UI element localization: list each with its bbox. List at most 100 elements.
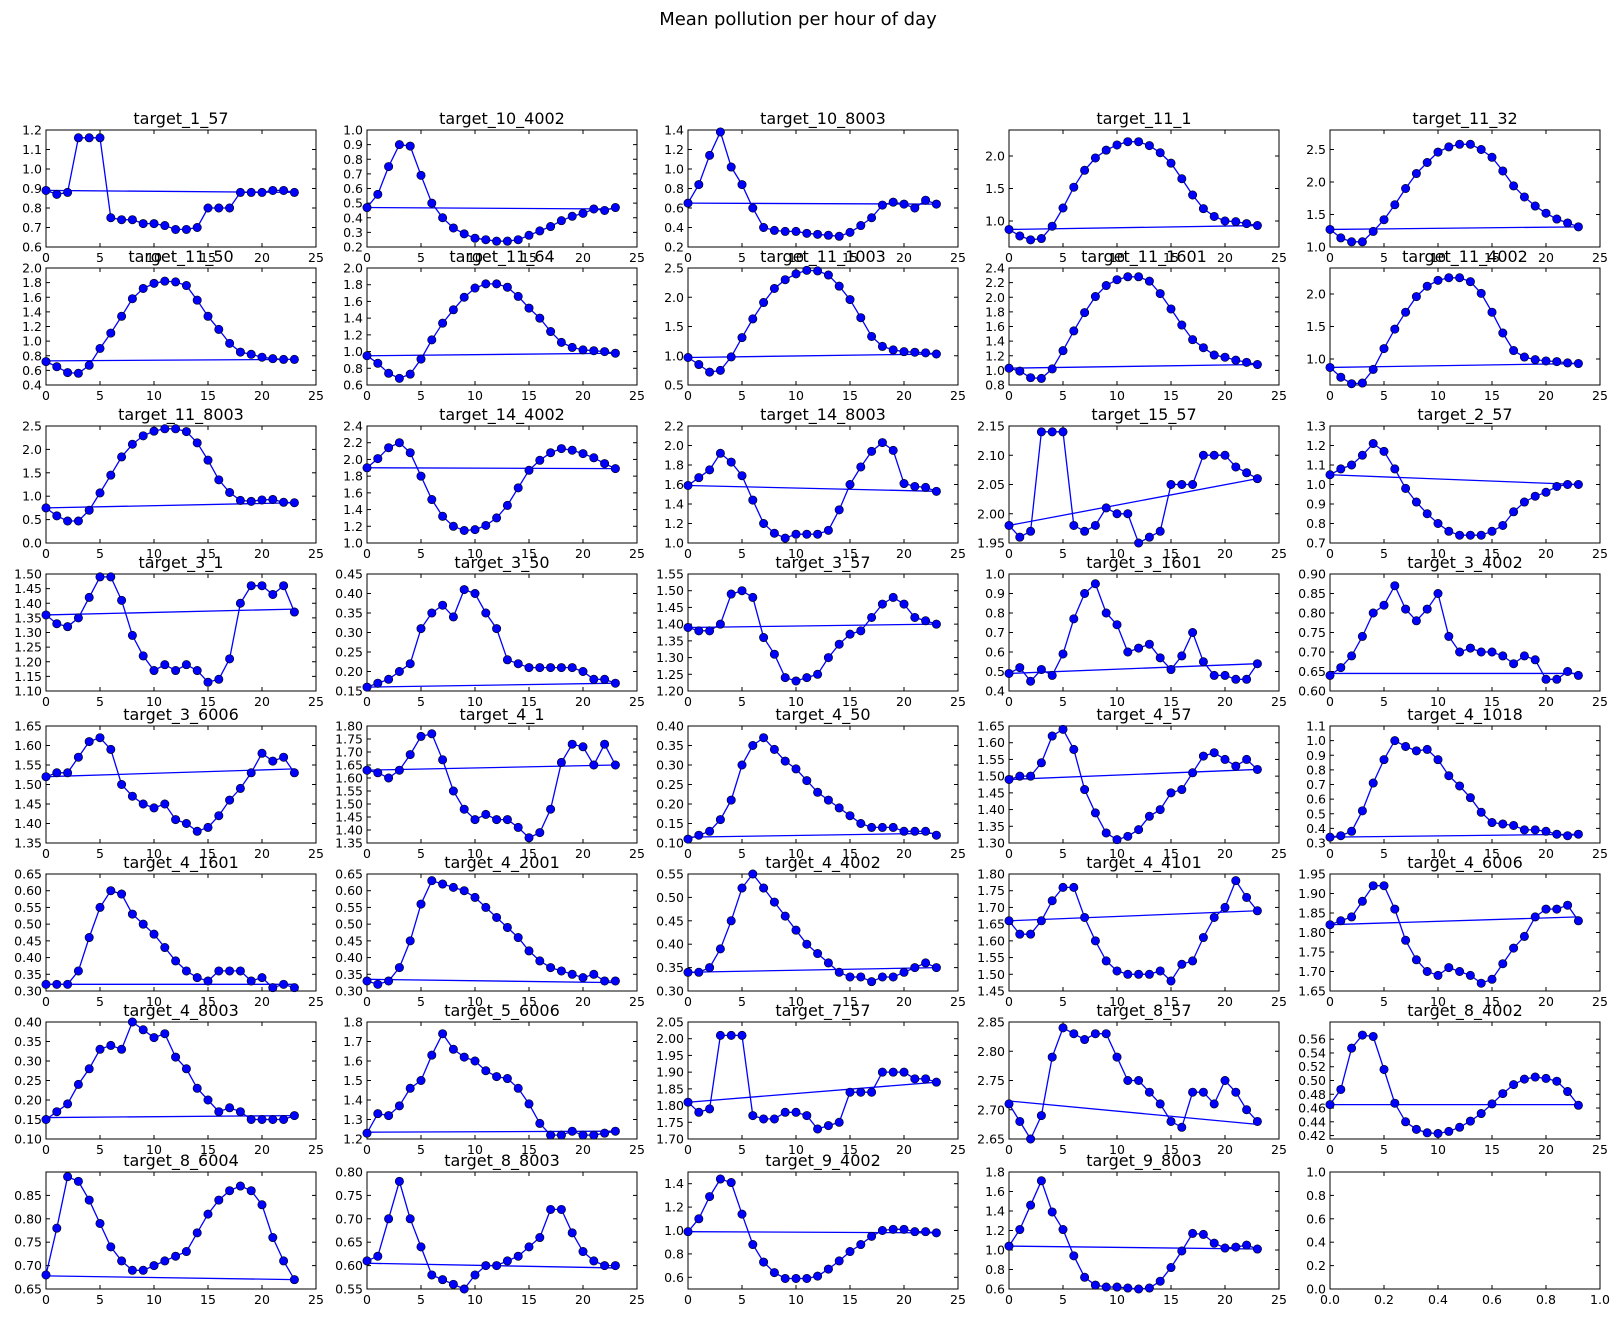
data-point (1112, 835, 1122, 845)
data-point (470, 892, 480, 902)
x-tick-label: 20 (1538, 250, 1554, 265)
x-tick-label: 5 (1380, 546, 1388, 561)
data-point (1090, 520, 1100, 530)
data-point (867, 822, 877, 832)
data-point (867, 213, 877, 223)
data-point (1134, 1076, 1144, 1086)
data-point (279, 185, 289, 195)
data-point (726, 795, 736, 805)
data-point (823, 1264, 833, 1274)
data-point (362, 1256, 372, 1266)
plot-frame (1008, 873, 1280, 992)
y-tick-label: 0.8 (22, 201, 42, 216)
x-tick-label: 10 (467, 388, 483, 403)
data-point (73, 752, 83, 762)
data-point (1487, 1099, 1497, 1109)
y-tick-label: 1.80 (335, 719, 363, 734)
subplot-title: target_11_64 (449, 247, 554, 267)
figure-title: Mean pollution per hour of day (659, 9, 937, 30)
data-point (149, 666, 159, 676)
data-point (492, 815, 502, 825)
plot-frame (1329, 1171, 1601, 1290)
data-point (1509, 943, 1519, 953)
data-point (791, 269, 801, 279)
data-point (63, 516, 73, 526)
y-tick-label: 2.10 (977, 448, 1005, 463)
data-point (567, 739, 577, 749)
data-point (225, 487, 235, 497)
data-point (600, 1261, 610, 1271)
y-tick-label: 2.0 (1306, 287, 1326, 302)
data-point (1242, 674, 1252, 684)
data-point (416, 1076, 426, 1086)
y-tick-label: 1.55 (656, 567, 684, 582)
data-point (459, 525, 469, 535)
x-tick-label: 5 (96, 994, 104, 1009)
x-tick-label: 20 (254, 694, 270, 709)
data-point (362, 682, 372, 692)
data-point (567, 342, 577, 352)
data-point (694, 1107, 704, 1117)
data-point (149, 278, 159, 288)
data-point (1058, 203, 1068, 213)
data-point (448, 786, 458, 796)
data-point (556, 966, 566, 976)
data-point (138, 651, 148, 661)
data-point (1390, 581, 1400, 591)
data-point (192, 1083, 202, 1093)
data-point (546, 1204, 556, 1214)
x-tick-label: 25 (1592, 1142, 1608, 1157)
data-point (502, 236, 512, 246)
subplot: 0 5 10 15 20 250.650.700.750.800.85target_8_6… (14, 1151, 324, 1307)
data-point (95, 343, 105, 353)
data-point (1015, 532, 1025, 542)
data-point (769, 649, 779, 659)
subplot-title: target_10_8003 (760, 109, 886, 129)
x-tick-label: 10 (467, 1292, 483, 1307)
data-point (1015, 231, 1025, 241)
subplot-title: target_3_50 (454, 553, 549, 573)
y-tick-label: 0.44 (1298, 1114, 1326, 1129)
data-point (127, 909, 137, 919)
data-point (405, 1083, 415, 1093)
x-tick-label: 15 (1484, 694, 1500, 709)
y-tick-label: 0.15 (335, 684, 363, 699)
data-point (524, 303, 534, 313)
data-point (726, 352, 736, 362)
x-tick-label: 5 (96, 1142, 104, 1157)
data-point (427, 608, 437, 618)
data-point (1231, 217, 1241, 227)
y-tick-label: 1.5 (22, 465, 42, 480)
trend-line (687, 1081, 937, 1103)
x-tick-label: 10 (467, 994, 483, 1009)
data-point (1509, 181, 1519, 191)
y-tick-label: 1.8 (985, 1165, 1005, 1180)
data-point (1069, 520, 1079, 530)
x-tick-label: 20 (1217, 694, 1233, 709)
data-point (705, 150, 715, 160)
x-tick-label: 0.4 (1428, 1292, 1448, 1307)
data-point (737, 180, 747, 190)
x-tick-label: 10 (788, 388, 804, 403)
data-point (513, 235, 523, 245)
data-point (888, 592, 898, 602)
data-point (1530, 355, 1540, 365)
subplot-title: target_11_8003 (118, 405, 244, 425)
data-point (899, 1224, 909, 1234)
y-tick-label: 1.40 (14, 816, 42, 831)
data-point (95, 488, 105, 498)
x-tick-label: 15 (842, 994, 858, 1009)
y-tick-label: 0.80 (1298, 606, 1326, 621)
y-tick-label: 1.3 (1306, 419, 1326, 434)
data-point (1444, 1126, 1454, 1136)
data-point (1252, 360, 1262, 370)
data-point (1411, 616, 1421, 626)
data-point (1004, 668, 1014, 678)
data-point (769, 897, 779, 907)
data-point (373, 358, 383, 368)
y-tick-label: 1.50 (977, 769, 1005, 784)
y-tick-label: 1.5 (985, 181, 1005, 196)
x-tick-label: 20 (896, 1142, 912, 1157)
y-tick-label: 1.6 (664, 477, 684, 492)
